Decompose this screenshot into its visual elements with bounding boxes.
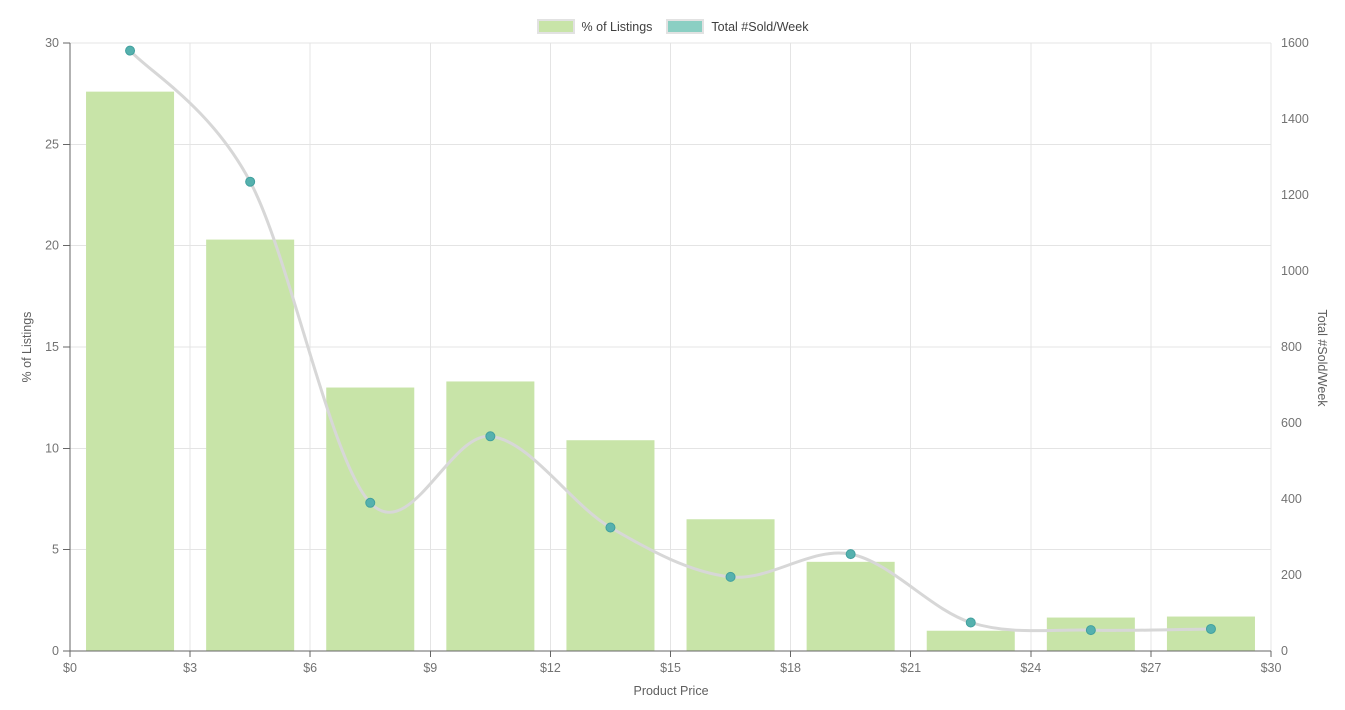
- data-point-marker[interactable]: [365, 497, 376, 508]
- x-tick-label: $15: [660, 661, 681, 675]
- y-left-tick-label: 20: [45, 239, 59, 253]
- data-point-marker[interactable]: [845, 549, 856, 560]
- legend-label-sold-week: Total #Sold/Week: [711, 19, 809, 34]
- bar[interactable]: [206, 239, 295, 651]
- bar[interactable]: [86, 91, 175, 651]
- data-point-marker[interactable]: [725, 571, 736, 582]
- left-axis-title: % of Listings: [20, 311, 34, 383]
- legend-item-pct-listings[interactable]: % of Listings: [536, 19, 653, 34]
- x-tick-label: $6: [303, 661, 317, 675]
- right-axis-title: Total #Sold/Week: [1315, 309, 1329, 407]
- data-point-marker[interactable]: [605, 522, 616, 533]
- y-right-tick-label: 1000: [1281, 264, 1309, 278]
- legend-swatch-pct-listings: [536, 19, 575, 34]
- bar[interactable]: [446, 381, 535, 651]
- data-point-marker[interactable]: [125, 45, 136, 56]
- y-right-tick-label: 1200: [1281, 188, 1309, 202]
- y-left-tick-label: 10: [45, 441, 59, 455]
- x-tick-label: $0: [63, 661, 77, 675]
- data-point-marker[interactable]: [1205, 623, 1216, 634]
- y-left-tick-label: 15: [45, 340, 59, 354]
- line-series: [125, 45, 1216, 636]
- y-right-tick-label: 600: [1281, 416, 1302, 430]
- y-right-tick-label: 0: [1281, 644, 1288, 658]
- y-left-tick-label: 5: [52, 543, 59, 557]
- y-right-tick-label: 800: [1281, 340, 1302, 354]
- x-tick-label: $27: [1140, 661, 1161, 675]
- x-tick-label: $12: [540, 661, 561, 675]
- axes: [63, 42, 1272, 657]
- y-right-tick-label: 400: [1281, 492, 1302, 506]
- bar[interactable]: [806, 561, 895, 651]
- y-left-tick-label: 25: [45, 137, 59, 151]
- x-tick-label: $24: [1020, 661, 1041, 675]
- data-point-marker[interactable]: [245, 176, 256, 187]
- data-point-marker[interactable]: [965, 617, 976, 628]
- x-tick-label: $30: [1261, 661, 1282, 675]
- x-tick-label: $18: [780, 661, 801, 675]
- y-right-tick-label: 1600: [1281, 36, 1309, 50]
- y-left-tick-label: 0: [52, 644, 59, 658]
- tick-labels: 0 5 10 15 20 25 30 0 200 400 600 800 1000 1200 1400 160…: [45, 36, 1309, 675]
- legend-label-pct-listings: % of Listings: [581, 19, 653, 34]
- bar[interactable]: [686, 519, 775, 651]
- y-right-tick-label: 1400: [1281, 112, 1309, 126]
- y-right-tick-label: 200: [1281, 568, 1302, 582]
- legend: % of Listings Total #Sold/Week: [0, 19, 1345, 34]
- data-point-marker[interactable]: [1085, 625, 1096, 636]
- x-tick-label: $21: [900, 661, 921, 675]
- x-tick-label: $3: [183, 661, 197, 675]
- y-left-tick-label: 30: [45, 36, 59, 50]
- x-axis-title: Product Price: [633, 684, 709, 698]
- legend-swatch-sold-week: [666, 19, 705, 34]
- legend-item-sold-week[interactable]: Total #Sold/Week: [666, 19, 808, 34]
- data-point-marker[interactable]: [485, 431, 496, 442]
- bar[interactable]: [326, 387, 415, 651]
- x-tick-label: $9: [423, 661, 437, 675]
- bar[interactable]: [926, 630, 1015, 651]
